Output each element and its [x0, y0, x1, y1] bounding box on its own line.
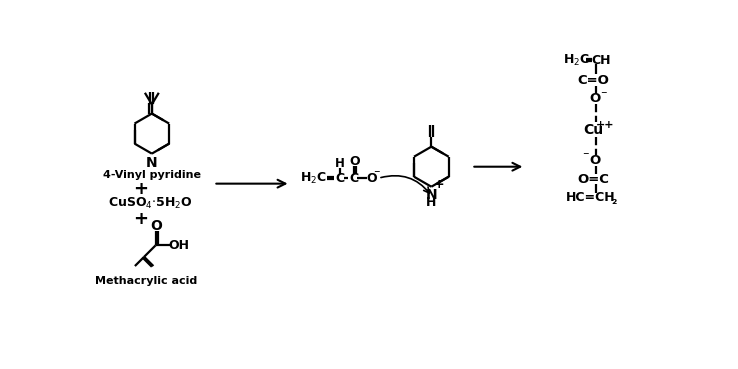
Text: O=C: O=C [577, 173, 609, 186]
Text: +: + [434, 178, 444, 191]
Text: H$_2$C: H$_2$C [562, 53, 590, 68]
Text: O: O [151, 219, 162, 233]
Text: ⁻: ⁻ [582, 150, 589, 163]
Text: OH: OH [168, 239, 189, 252]
Text: Cu: Cu [583, 123, 603, 137]
Text: O: O [367, 172, 377, 185]
Text: ⁻: ⁻ [600, 89, 607, 101]
Text: +: + [133, 180, 148, 198]
Text: N: N [146, 156, 158, 170]
Text: N: N [426, 188, 437, 202]
Text: H: H [426, 196, 437, 209]
Text: C: C [335, 172, 345, 185]
Text: Methacrylic acid: Methacrylic acid [95, 276, 198, 286]
Text: H: H [335, 157, 345, 170]
Text: O: O [589, 93, 600, 106]
FancyArrowPatch shape [381, 176, 430, 193]
Text: C: C [349, 172, 358, 185]
Text: H$_2$C: H$_2$C [300, 171, 327, 186]
Text: ++: ++ [596, 120, 615, 130]
Text: HC=CH: HC=CH [566, 191, 615, 204]
Text: CH: CH [591, 54, 610, 67]
Text: ⁻: ⁻ [373, 168, 380, 181]
Text: 4-Vinyl pyridine: 4-Vinyl pyridine [103, 170, 201, 180]
Text: C=O: C=O [577, 74, 609, 87]
Text: ₂: ₂ [611, 194, 616, 207]
Text: +: + [133, 210, 148, 228]
Text: CuSO$_4$$\cdot$5H$_2$O: CuSO$_4$$\cdot$5H$_2$O [108, 196, 193, 211]
Text: O: O [349, 155, 359, 168]
Text: O: O [589, 154, 600, 167]
